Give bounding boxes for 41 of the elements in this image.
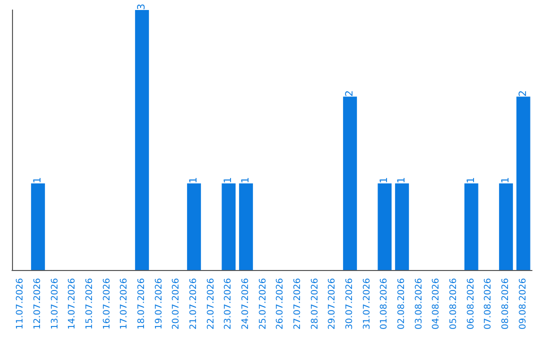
x-tick-label: 16.07.2026 (102, 278, 112, 330)
data-label: 1 (466, 176, 477, 184)
x-tick-label: 28.07.2026 (310, 278, 320, 330)
x-tick-label: 03.08.2026 (414, 278, 424, 330)
x-tick-label: 11.07.2026 (16, 278, 26, 330)
x-tick-label: 25.07.2026 (258, 278, 268, 330)
x-tick-label: 01.08.2026 (380, 278, 390, 330)
data-label: 3 (136, 4, 148, 10)
x-tick-label: 06.08.2026 (466, 278, 476, 330)
x-tick-label: 18.07.2026 (137, 278, 147, 330)
x-tick-label: 14.07.2026 (68, 278, 78, 330)
x-tick-label: 26.07.2026 (276, 278, 286, 330)
x-tick-label: 22.07.2026 (206, 278, 216, 330)
data-label: 1 (32, 176, 44, 184)
x-tick-label: 31.07.2026 (362, 278, 372, 330)
x-tick-label: 17.07.2026 (120, 278, 130, 330)
x-tick-label: 05.08.2026 (449, 278, 459, 330)
x-tick-label: 27.07.2026 (293, 278, 303, 330)
data-label: 2 (344, 90, 356, 97)
x-tick-label: 13.07.2026 (50, 278, 60, 330)
x-tick-label: 08.08.2026 (501, 278, 511, 330)
x-tick-label: 19.07.2026 (154, 278, 164, 330)
x-tick-label: 04.08.2026 (432, 278, 442, 330)
data-label: 1 (379, 176, 390, 184)
data-label: 1 (396, 176, 408, 184)
x-tick-label: 23.07.2026 (224, 278, 234, 330)
data-label: 1 (223, 176, 234, 184)
x-tick-label: 30.07.2026 (345, 278, 355, 330)
data-label: 1 (240, 176, 252, 184)
x-tick-label: 07.08.2026 (484, 278, 494, 330)
x-tick-label: 21.07.2026 (189, 278, 199, 330)
x-tick-label: 15.07.2026 (85, 278, 95, 330)
data-label: 2 (518, 90, 529, 97)
data-label: 1 (500, 176, 512, 184)
x-tick-label: 12.07.2026 (33, 278, 43, 330)
x-tick-label: 20.07.2026 (172, 278, 182, 330)
data-label: 1 (188, 176, 200, 184)
x-tick-label: 29.07.2026 (328, 278, 338, 330)
x-tick-label: 02.08.2026 (397, 278, 407, 330)
x-tick-label: 24.07.2026 (241, 278, 251, 330)
x-tick-label: 09.08.2026 (518, 278, 528, 330)
